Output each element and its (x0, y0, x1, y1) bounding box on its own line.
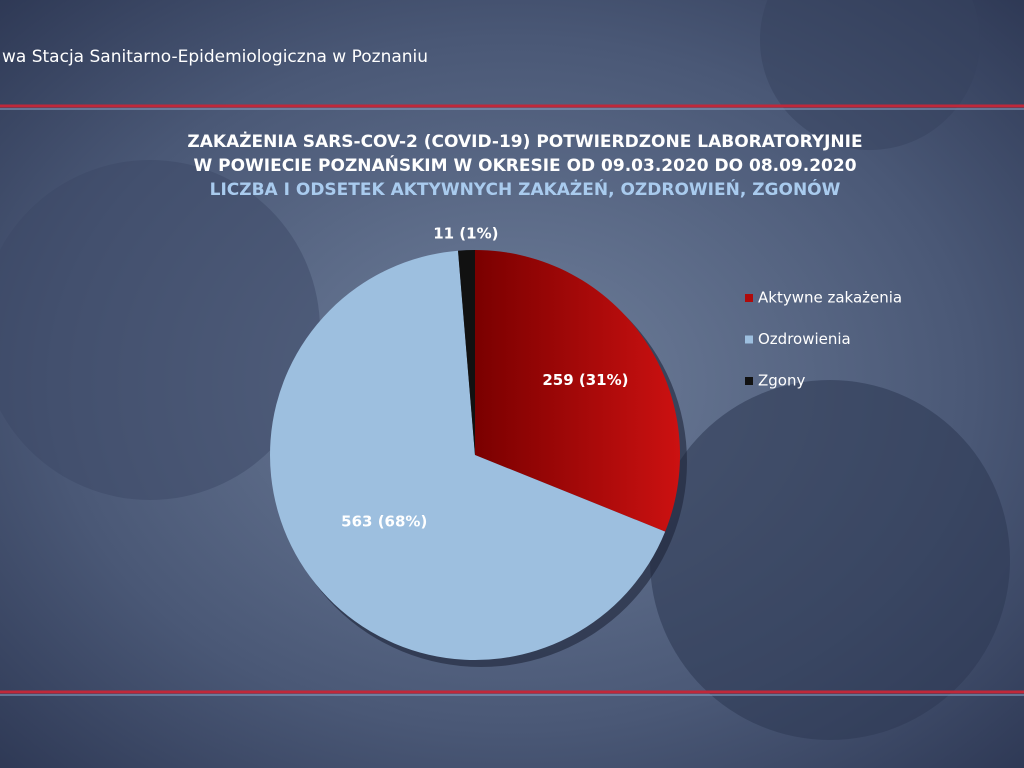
legend-label: Zgony (758, 372, 805, 390)
legend-swatch (745, 335, 753, 344)
pie-slice (475, 250, 680, 532)
legend-swatch (745, 377, 753, 385)
data-label: 563 (68%) (341, 512, 427, 530)
chart-title: ZAKAŻENIA SARS-COV-2 (COVID-19) POTWIERD… (187, 130, 862, 152)
virus-decoration (650, 380, 1010, 740)
data-label: 259 (31%) (542, 371, 628, 389)
pie-slice (458, 250, 475, 455)
legend-label: Aktywne zakażenia (758, 289, 902, 307)
chart-title: W POWIECIE POZNAŃSKIM W OKRESIE OD 09.03… (193, 154, 856, 176)
legend-label: Ozdrowienia (758, 330, 851, 348)
virus-decoration (760, 0, 980, 150)
data-label: 11 (1%) (433, 225, 498, 243)
virus-decoration (0, 160, 320, 500)
header-text: wa Stacja Sanitarno-Epidemiologiczna w P… (2, 47, 428, 67)
chart-subtitle: LICZBA I ODSETEK AKTYWNYCH ZAKAŻEŃ, OZDR… (210, 178, 841, 200)
legend-swatch (745, 294, 753, 302)
pie-slice (270, 250, 666, 661)
